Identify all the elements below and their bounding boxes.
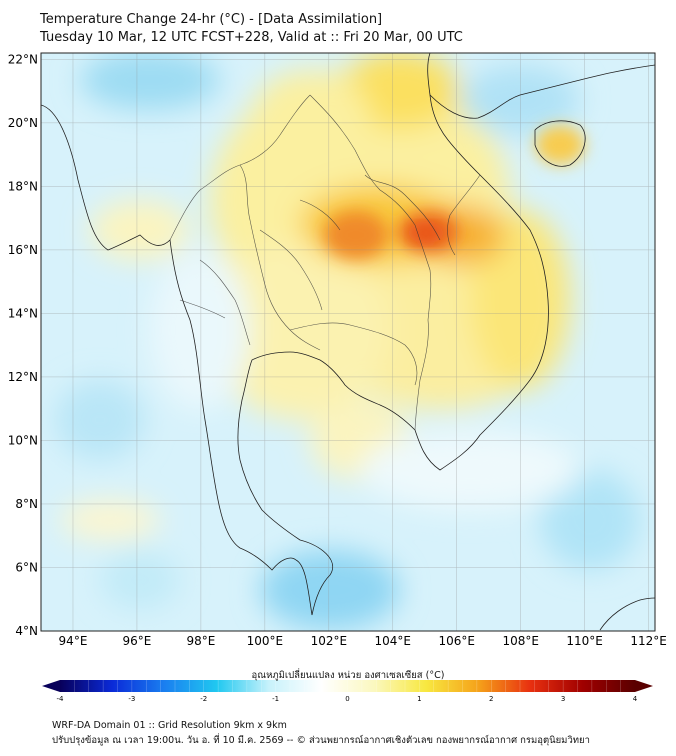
chart-subtitle: Tuesday 10 Mar, 12 UTC FCST+228, Valid a… (40, 30, 463, 45)
colorbar-tick-label: 1 (417, 695, 421, 703)
latitude-labels: 22°N 20°N 18°N 16°N 14°N 12°N 10°N 8°N 6°N 4°N (8, 52, 38, 638)
chart-title: Temperature Change 24-hr (°C) - [Data As… (40, 12, 383, 27)
colorbar-gradient (60, 680, 635, 692)
lon-tick-label: 102°E (311, 634, 348, 648)
lon-tick-label: 104°E (375, 634, 412, 648)
colorbar-min-extend (42, 680, 60, 692)
lat-tick-label: 8°N (15, 497, 38, 511)
temperature-field (41, 53, 655, 631)
colorbar-tick-label: 4 (633, 695, 638, 703)
lon-tick-label: 108°E (502, 634, 539, 648)
lat-tick-label: 6°N (15, 560, 38, 574)
lon-tick-label: 106°E (438, 634, 475, 648)
borders (169, 94, 481, 431)
footer-credit: ปรับปรุงข้อมูล ณ เวลา 19:00น. วัน อ. ที่… (52, 735, 590, 746)
lon-tick-label: 94°E (59, 634, 88, 648)
lat-tick-label: 18°N (8, 179, 38, 193)
lat-tick-label: 14°N (8, 306, 38, 320)
longitude-labels: 94°E 96°E 98°E 100°E 102°E 104°E 106°E 108°E 110… (59, 634, 667, 648)
colorbar-tick-label: 2 (489, 695, 493, 703)
temperature-change-map: 94°E 96°E 98°E 100°E 102°E 104°E 106°E 108°E 110… (8, 52, 667, 703)
map-frame (40, 52, 656, 632)
lat-tick-label: 12°N (8, 370, 38, 384)
colorbar-tick-label: 0 (345, 695, 349, 703)
colorbar-tick-label: -4 (57, 695, 65, 703)
colorbar-max-extend (635, 680, 653, 692)
lat-tick-label: 16°N (8, 243, 38, 257)
colorbar-tick-label: -3 (128, 695, 135, 703)
footer-model-info: WRF-DA Domain 01 :: Grid Resolution 9km … (52, 720, 287, 731)
colorbar-label: อุณหภูมิเปลี่ยนแปลง หน่วย องศาเซลเซียส (… (251, 670, 445, 681)
lat-tick-label: 4°N (15, 624, 38, 638)
colorbar-tick-label: 3 (561, 695, 565, 703)
lon-tick-label: 100°E (247, 634, 284, 648)
lat-tick-label: 20°N (8, 116, 38, 130)
colorbar-tick-label: -2 (200, 695, 207, 703)
lon-tick-label: 96°E (123, 634, 152, 648)
lat-tick-label: 22°N (8, 52, 38, 66)
lon-tick-label: 98°E (186, 634, 215, 648)
lon-tick-label: 110°E (566, 634, 603, 648)
colorbar-tick-label: -1 (272, 695, 279, 703)
colorbar: -4 -3 -2 -1 0 1 2 3 4 (42, 680, 653, 703)
coastlines (41, 53, 655, 631)
lat-tick-label: 10°N (8, 433, 38, 447)
lon-tick-label: 112°E (630, 634, 667, 648)
